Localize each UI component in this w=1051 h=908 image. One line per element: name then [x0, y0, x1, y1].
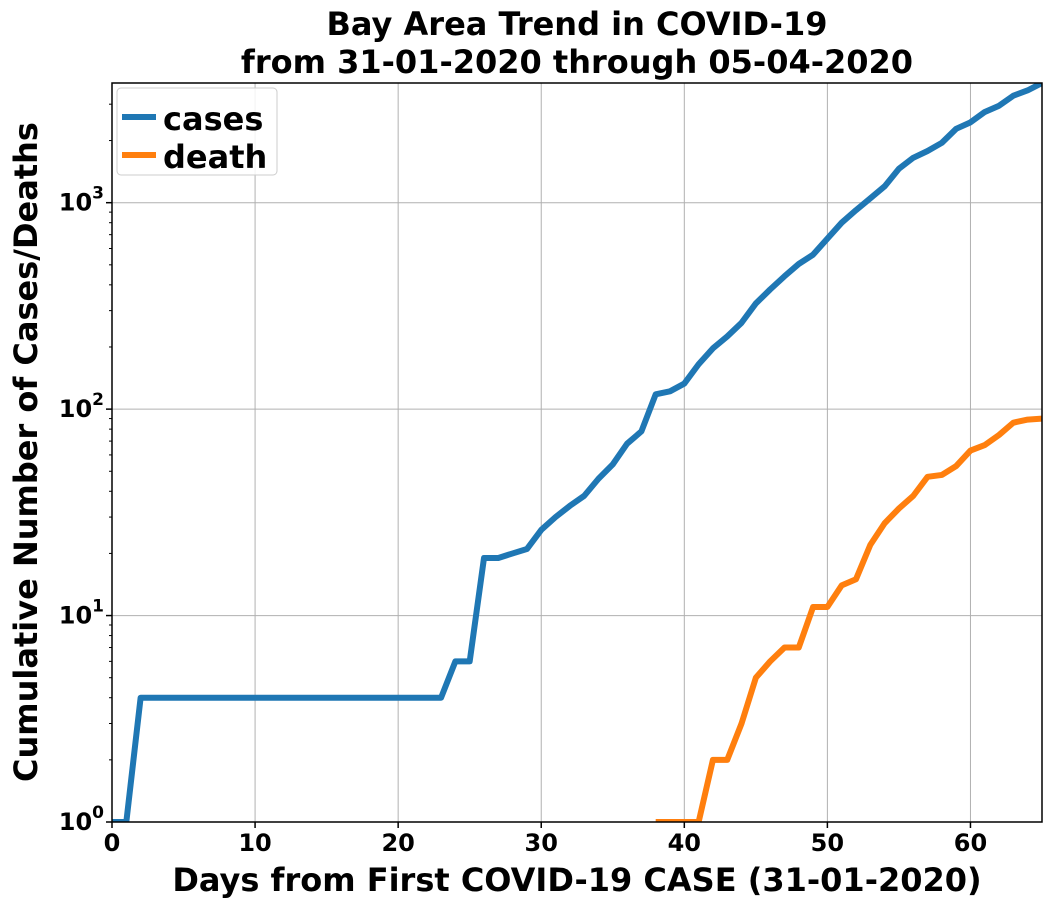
- y-tick-label: 103: [59, 184, 104, 217]
- x-axis-label: Days from First COVID-19 CASE (31-01-202…: [172, 861, 981, 899]
- x-tick-label: 0: [104, 829, 121, 857]
- legend-label-death: death: [163, 138, 267, 176]
- y-axis-label: Cumulative Number of Cases/Deaths: [7, 122, 45, 782]
- series-line-death: [655, 415, 1042, 822]
- legend-label-cases: cases: [163, 100, 263, 138]
- x-axis: 0 10 20 30 40 50 60: [104, 822, 987, 857]
- x-tick-label: 50: [811, 829, 844, 857]
- series-line-cases: [112, 83, 1042, 822]
- legend-box: [116, 87, 278, 176]
- x-tick-label: 30: [525, 829, 558, 857]
- grid: [111, 83, 1042, 823]
- y-tick-label: 101: [59, 597, 104, 630]
- x-tick-label: 60: [954, 829, 987, 857]
- chart-title-line-1: Bay Area Trend in COVID-19: [327, 5, 828, 43]
- x-tick-label: 40: [668, 829, 701, 857]
- chart-title-line-2: from 31-01-2020 through 05-04-2020: [241, 43, 913, 81]
- y-tick-label: 102: [59, 390, 104, 423]
- series-group: [112, 83, 1042, 822]
- y-tick-label: 100: [59, 803, 104, 836]
- x-tick-label: 20: [381, 829, 414, 857]
- legend: cases death: [116, 87, 278, 176]
- y-axis: 100 101 102 103: [59, 103, 112, 836]
- x-tick-label: 10: [238, 829, 271, 857]
- plot-frame: [111, 82, 1043, 823]
